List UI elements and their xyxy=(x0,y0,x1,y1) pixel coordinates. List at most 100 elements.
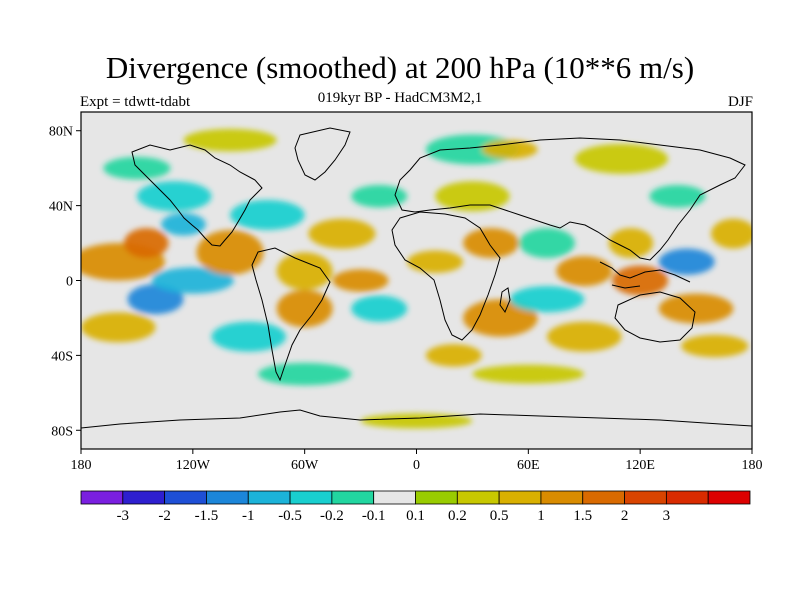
colorbar-box xyxy=(247,490,291,505)
colorbar-box xyxy=(582,490,625,505)
coastline-europe-asia xyxy=(394,137,746,261)
colorbar-box xyxy=(707,490,751,505)
colorbar-label: 0.1 xyxy=(406,508,425,524)
field-anomaly-22 xyxy=(509,286,585,313)
field-anomaly-16 xyxy=(407,250,464,274)
coastline-greenland xyxy=(294,127,351,181)
field-anomaly-2 xyxy=(127,284,184,315)
x-tick-label: 120W xyxy=(176,458,211,473)
coastline-south-america xyxy=(251,247,331,382)
y-axis: 80N 40N 0 40S 80S xyxy=(49,125,81,439)
colorbar-box xyxy=(540,490,584,505)
field-anomaly-31 xyxy=(649,185,706,208)
field-anomaly-11 xyxy=(211,321,287,352)
field-anomaly-35 xyxy=(472,364,585,384)
colorbar-box xyxy=(80,490,124,505)
x-tick-label: 0 xyxy=(413,458,420,473)
chart-subtitle: 019kyr BP - HadCM3M2,1 xyxy=(317,90,483,106)
colorbar-label: 0.2 xyxy=(448,508,467,524)
field-anomaly-36 xyxy=(360,413,473,429)
field-anomaly-21 xyxy=(425,344,482,367)
colorbar-label: -3 xyxy=(117,508,130,524)
field-anomaly-8 xyxy=(230,199,305,230)
field-anomaly-10 xyxy=(276,289,333,328)
colorbar-box xyxy=(331,490,375,505)
field-anomaly-9 xyxy=(276,252,333,290)
colorbar-box xyxy=(665,490,709,505)
x-tick-label: 60E xyxy=(517,458,540,473)
colorbar-label: -2 xyxy=(158,508,171,524)
x-tick-label: 60W xyxy=(291,458,319,473)
coastline-north-america xyxy=(131,144,263,247)
colorbar-label: 0.5 xyxy=(490,508,509,524)
coastline-maritime-continent xyxy=(599,261,691,289)
y-tick-label: 80S xyxy=(51,424,73,439)
field-anomaly-26 xyxy=(608,228,654,259)
chart-title: Divergence (smoothed) at 200 hPa (10**6 … xyxy=(105,50,695,85)
field-anomaly-23 xyxy=(519,228,575,259)
field-anomaly-30 xyxy=(711,218,752,249)
colorbar-box xyxy=(415,490,458,505)
y-tick-label: 40N xyxy=(49,200,73,215)
colorbar-label: -0.5 xyxy=(278,508,302,524)
field-anomaly-7 xyxy=(196,229,264,275)
field-anomaly-1 xyxy=(123,228,169,259)
colorbar-box xyxy=(289,490,333,505)
colorbar-box xyxy=(456,490,500,505)
field-anomaly-14 xyxy=(351,295,408,322)
field-anomaly-37 xyxy=(574,143,669,174)
field-anomaly-28 xyxy=(658,248,715,275)
colorbar-boxes xyxy=(80,490,751,505)
colorbar-label: 2 xyxy=(621,508,629,524)
colorbar-box xyxy=(122,490,166,505)
field-anomaly-19 xyxy=(463,228,520,259)
colorbar-label: -0.1 xyxy=(362,508,386,524)
field-anomaly-17 xyxy=(435,181,510,212)
x-tick-label: 180 xyxy=(742,458,763,473)
y-tick-label: 0 xyxy=(66,275,73,290)
x-tick-label: 120E xyxy=(625,458,655,473)
coastline-africa xyxy=(391,211,501,341)
field-anomaly-4 xyxy=(136,181,212,212)
field-anomaly-3 xyxy=(81,312,156,343)
field-anomaly-24 xyxy=(556,256,613,287)
colorbar-label: -1.5 xyxy=(195,508,219,524)
field-anomaly-13 xyxy=(332,269,389,292)
colorbar-label: 3 xyxy=(663,508,671,524)
field-anomaly-5 xyxy=(161,213,206,236)
field-anomaly-29 xyxy=(658,293,734,324)
field-anomaly-15 xyxy=(351,185,408,208)
divergence-field xyxy=(81,128,752,429)
field-anomaly-38 xyxy=(183,128,277,152)
colorbar-box xyxy=(624,490,667,505)
season-label: DJF xyxy=(727,94,753,110)
y-tick-label: 80N xyxy=(49,125,73,140)
field-anomaly-39 xyxy=(481,140,538,159)
field-anomaly-34 xyxy=(258,362,352,386)
field-anomaly-25 xyxy=(546,321,622,352)
coastline-antarctica xyxy=(81,409,752,429)
colorbar-box xyxy=(498,490,542,505)
coastline-australia xyxy=(614,291,696,343)
colorbar-label: 1.5 xyxy=(573,508,592,524)
colorbar-labels: -3 -2 -1.5 -1 -0.5 -0.2 -0.1 0.1 0.2 0.5 1 1.5 2 3 xyxy=(117,508,671,524)
field-anomaly-12 xyxy=(308,218,376,249)
y-tick-label: 40S xyxy=(51,349,73,364)
x-axis: 180 120W 60W 0 60E 120E 180 xyxy=(71,449,763,473)
colorbar-label: 1 xyxy=(537,508,545,524)
colorbar-label: -0.2 xyxy=(320,508,344,524)
colorbar-box xyxy=(206,490,249,505)
field-anomaly-6 xyxy=(151,267,234,294)
experiment-label: Expt = tdwtt-tdabt xyxy=(80,94,191,110)
x-tick-label: 180 xyxy=(71,458,92,473)
field-anomaly-32 xyxy=(681,334,749,358)
colorbar-label: -1 xyxy=(242,508,255,524)
colorbar-box xyxy=(164,490,207,505)
field-anomaly-33 xyxy=(103,156,171,180)
field-anomaly-20 xyxy=(463,299,538,337)
colorbar-box xyxy=(373,490,416,505)
coastline-madagascar xyxy=(499,287,511,314)
coastlines xyxy=(81,127,752,429)
